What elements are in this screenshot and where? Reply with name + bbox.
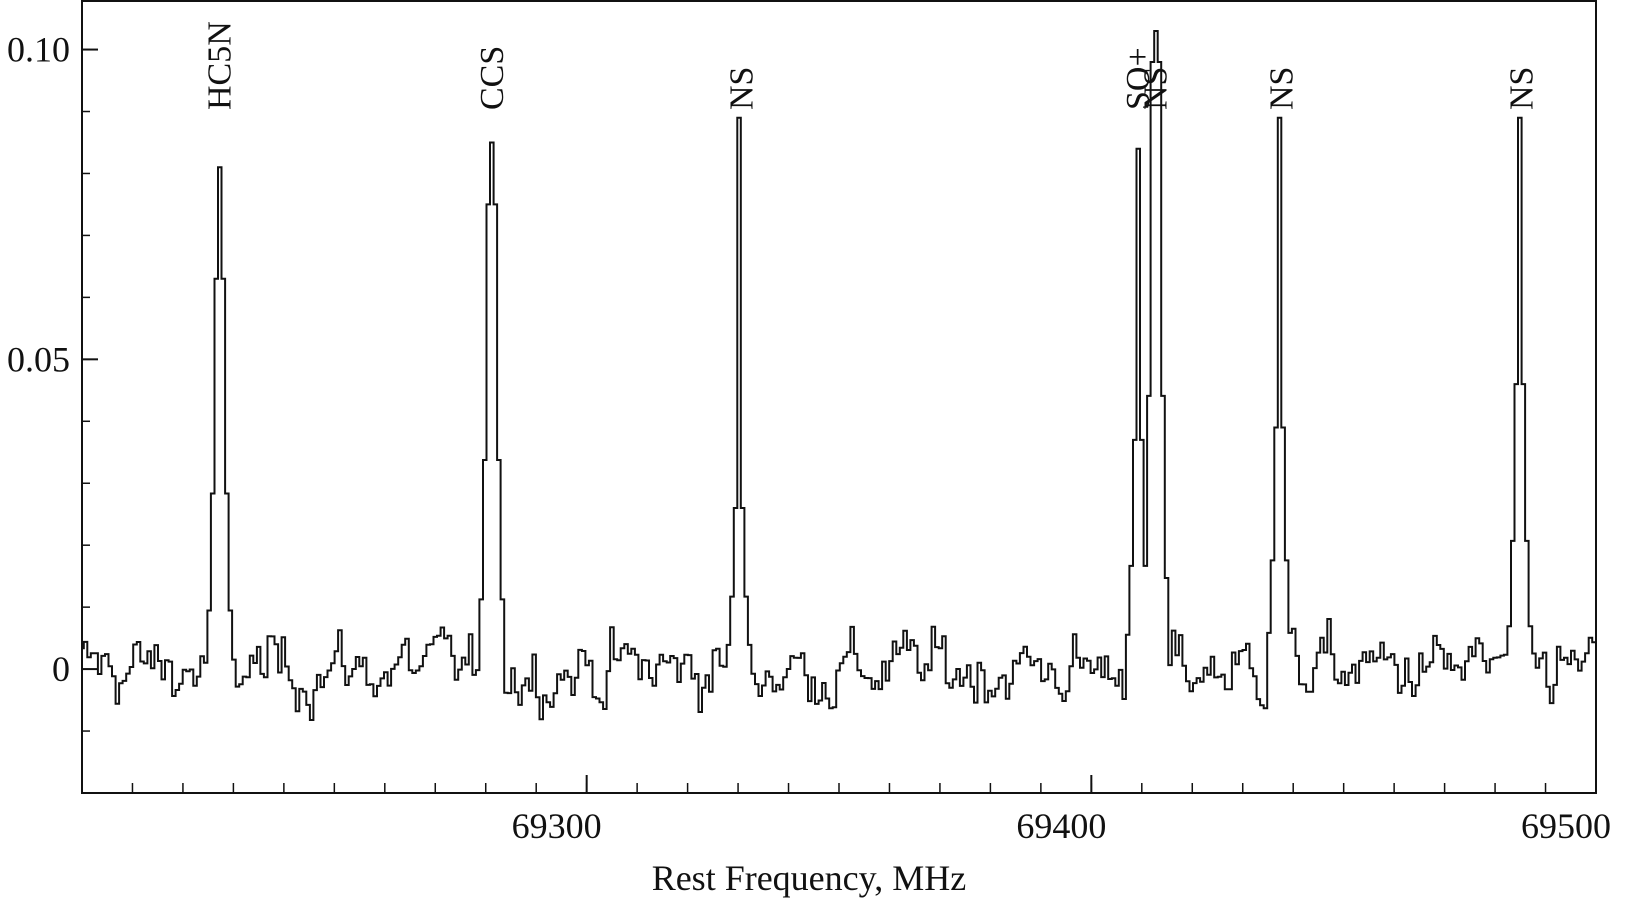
peak-label: NS — [1137, 67, 1174, 110]
peak-label: HC5N — [201, 21, 238, 110]
major-ticks — [82, 48, 1597, 793]
minor-ticks — [82, 48, 1547, 793]
y-tick-label: 0.10 — [7, 30, 70, 70]
plot-frame — [81, 0, 1597, 794]
x-tick-label: 69300 — [512, 806, 602, 846]
y-tick-label: 0.05 — [7, 339, 70, 379]
x-tick-label: 69400 — [1016, 806, 1106, 846]
tick-labels: 69300 69400 69500 0 0.05 0.10 — [7, 30, 1611, 846]
peak-label: NS — [1264, 67, 1301, 110]
y-tick-label: 0 — [52, 649, 70, 689]
peak-labels: HC5N CCS NS SO+NS NS NS — [201, 21, 1540, 110]
x-axis-label: Rest Frequency, MHz — [652, 858, 967, 898]
peak-label: NS — [724, 67, 761, 110]
peak-label: NS — [1503, 67, 1540, 110]
peak-label: SO+ — [1120, 47, 1157, 110]
peak-label: CCS — [474, 46, 511, 110]
spectrum-line — [82, 30, 1596, 721]
x-tick-label: 69500 — [1521, 806, 1611, 846]
